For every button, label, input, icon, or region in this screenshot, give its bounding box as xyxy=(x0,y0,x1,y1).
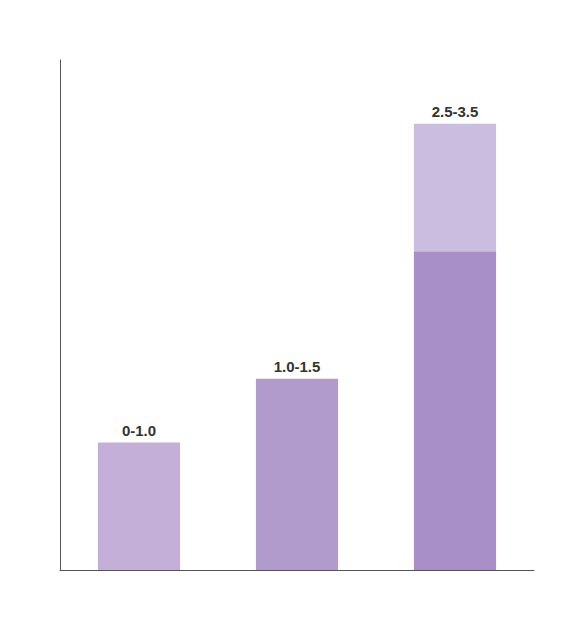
svg-text:1.0-1.5: 1.0-1.5 xyxy=(274,358,321,375)
svg-text:0-1.0: 0-1.0 xyxy=(122,422,156,439)
svg-text:2.5-3.5: 2.5-3.5 xyxy=(432,103,479,120)
